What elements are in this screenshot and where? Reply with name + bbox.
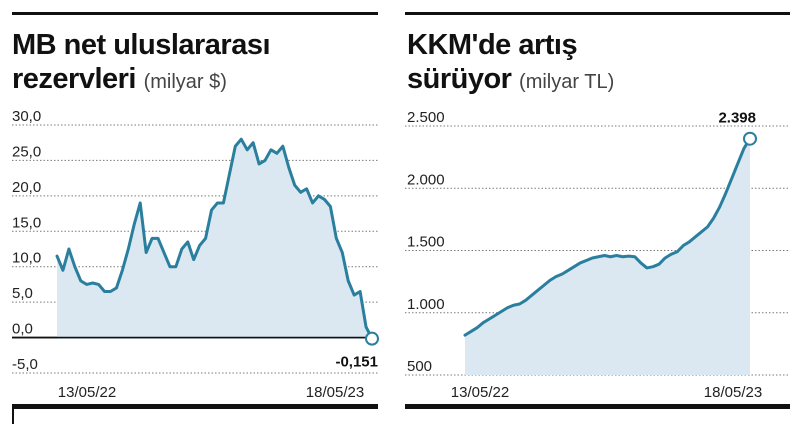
x-axis-label-start: 13/05/22 [58, 384, 116, 401]
x-axis-label-end: 18/05/23 [704, 384, 762, 401]
y-tick-label: 5,0 [12, 285, 33, 302]
title-line-1: MB net uluslararası [12, 29, 271, 61]
y-tick-label: 500 [407, 358, 432, 375]
end-value-label: 2.398 [718, 110, 756, 127]
series-area [57, 139, 372, 339]
chart-title: MB net uluslararası rezervleri (milyar $… [12, 28, 271, 99]
y-tick-label: 1.000 [407, 296, 445, 313]
y-tick-label: 1.500 [407, 234, 445, 251]
title-line-2: sürüyor [407, 63, 512, 95]
y-tick-label: 2.000 [407, 171, 445, 188]
y-tick-label: 15,0 [12, 214, 41, 231]
x-axis-label-start: 13/05/22 [451, 384, 509, 401]
y-tick-label: 10,0 [12, 250, 41, 267]
title-unit: (milyar $) [143, 71, 227, 93]
corner-mark [12, 409, 14, 424]
top-rule [405, 12, 790, 15]
x-axis-label-end: 18/05/23 [306, 384, 364, 401]
y-tick-label: 30,0 [12, 108, 41, 125]
chart-title: KKM'de artış sürüyor (milyar TL) [407, 28, 614, 99]
y-tick-label: 2.500 [407, 109, 445, 126]
kkm-chart: 2.500 2.000 1.500 1.000 500 2.398 13/05/22 18/0… [405, 109, 790, 401]
y-tick-label: -5,0 [12, 356, 38, 373]
reserves-chart: 30,0 25,0 20,0 15,0 10,0 5,0 0,0 -5,0 -0,151 13/0… [12, 108, 379, 401]
series-line [463, 137, 752, 337]
bottom-rule [12, 404, 378, 409]
end-value-label: -0,151 [335, 354, 378, 371]
title-line-1: KKM'de artış [407, 29, 578, 61]
kkm-panel: KKM'de artış sürüyor (milyar TL) 2.500 2.… [405, 0, 800, 424]
end-point-marker [365, 331, 379, 346]
reserves-panel: MB net uluslararası rezervleri (milyar $… [0, 0, 390, 424]
y-tick-label: 20,0 [12, 179, 41, 196]
series-line [55, 137, 374, 341]
y-tick-label: 25,0 [12, 143, 41, 160]
bottom-rule [405, 404, 790, 409]
title-line-2: rezervleri [12, 63, 137, 95]
title-unit: (milyar TL) [519, 71, 615, 93]
y-tick-label: 0,0 [12, 321, 33, 338]
end-point-marker [743, 131, 757, 146]
top-rule [12, 12, 378, 15]
